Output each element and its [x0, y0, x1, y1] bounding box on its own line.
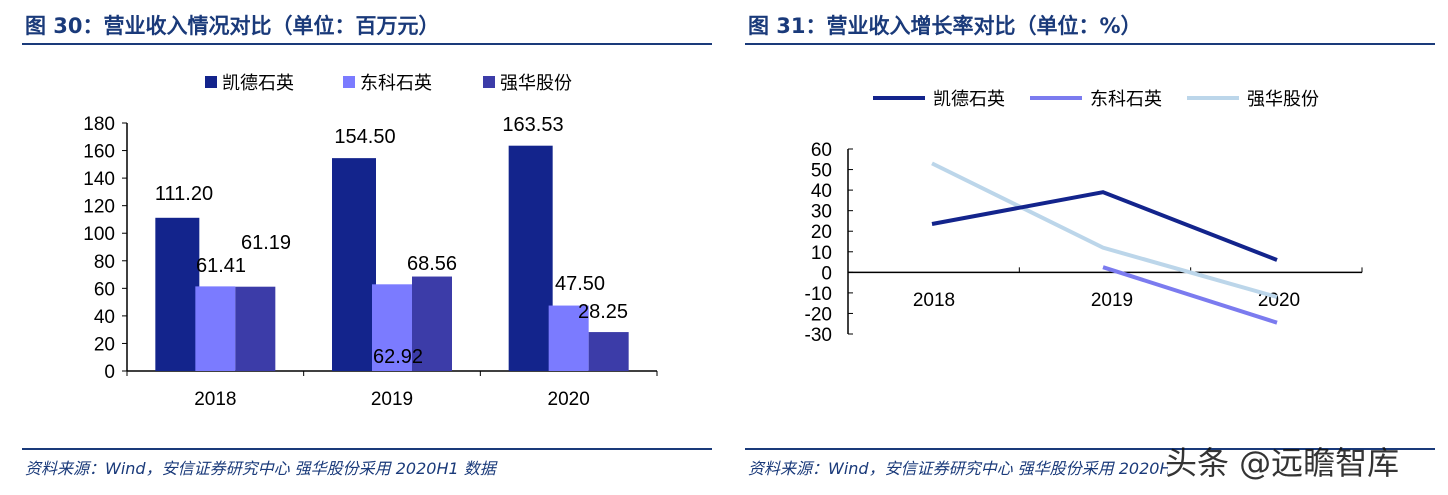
x-tick-label: 2018	[194, 389, 236, 410]
x-tick-label: 2019	[1091, 290, 1133, 311]
y-tick-label: 40	[811, 181, 832, 202]
data-label: 47.50	[555, 273, 605, 295]
legend-label: 东科石英	[1090, 89, 1162, 110]
line-东科石英	[1102, 265, 1278, 325]
legend-swatch	[343, 76, 355, 88]
y-tick-label: 80	[94, 252, 115, 273]
bar-强华股份	[412, 276, 452, 371]
x-tick-label: 2018	[913, 290, 955, 311]
data-label: 28.25	[578, 301, 628, 323]
bar-凯德石英	[155, 217, 200, 371]
y-tick-label: -10	[805, 284, 832, 305]
y-tick-label: 120	[83, 197, 115, 218]
right-source-note: 资料来源：Wind，安信证券研究中心 强华股份采用 2020H1 数据	[748, 459, 1168, 478]
x-tick-label: 2020	[548, 389, 590, 410]
data-label: 163.53	[502, 114, 563, 136]
title-divider	[745, 43, 1435, 45]
line-强华股份	[931, 161, 1278, 299]
y-tick-label: 160	[83, 142, 115, 163]
data-label: 61.41	[196, 255, 246, 277]
y-tick-label: 40	[94, 307, 115, 328]
y-tick-label: 10	[811, 243, 832, 264]
source-divider	[745, 448, 1435, 450]
x-tick-label: 2019	[371, 389, 413, 410]
data-label: 61.19	[241, 232, 291, 254]
legend-label: 凯德石英	[933, 89, 1005, 110]
title-divider	[22, 43, 712, 45]
y-tick-label: 0	[104, 362, 115, 383]
y-tick-label: 20	[94, 334, 115, 355]
source-divider	[22, 448, 712, 450]
data-label: 154.50	[334, 126, 395, 148]
data-label: 111.20	[155, 183, 213, 205]
legend-label: 凯德石英	[222, 73, 294, 94]
bar-东科石英	[195, 286, 236, 371]
y-tick-label: -20	[805, 304, 832, 325]
y-tick-label: 180	[83, 114, 115, 135]
legend-swatch	[205, 76, 217, 88]
y-tick-label: 20	[811, 222, 832, 243]
y-tick-label: 60	[94, 279, 115, 300]
y-tick-label: -30	[805, 325, 832, 346]
legend-label: 强华股份	[500, 73, 572, 94]
bar-强华股份	[235, 286, 276, 371]
bar-凯德石英	[508, 145, 553, 371]
data-label: 62.92	[373, 346, 423, 368]
y-tick-label: 100	[83, 224, 115, 245]
y-tick-label: 50	[811, 161, 832, 182]
y-tick-label: 60	[811, 140, 832, 161]
left-chart-title: 图 30：营业收入情况对比（单位：百万元）	[25, 14, 440, 38]
right-chart-title: 图 31：营业收入增长率对比（单位：%）	[748, 14, 1142, 38]
bar-东科石英	[548, 305, 589, 371]
legend-label: 强华股份	[1247, 89, 1319, 110]
y-tick-label: 140	[83, 169, 115, 190]
line-凯德石英	[931, 190, 1278, 262]
watermark: 头条 @远瞻智库	[1165, 444, 1400, 482]
legend-swatch	[483, 76, 495, 88]
left-source-note: 资料来源：Wind，安信证券研究中心 强华股份采用 2020H1 数据	[25, 459, 496, 478]
data-label: 68.56	[407, 253, 457, 275]
y-tick-label: 0	[821, 263, 832, 284]
bar-东科石英	[372, 284, 412, 371]
bar-凯德石英	[332, 158, 376, 371]
y-tick-label: 30	[811, 202, 832, 223]
legend-label: 东科石英	[360, 73, 432, 94]
bar-强华股份	[588, 332, 629, 371]
